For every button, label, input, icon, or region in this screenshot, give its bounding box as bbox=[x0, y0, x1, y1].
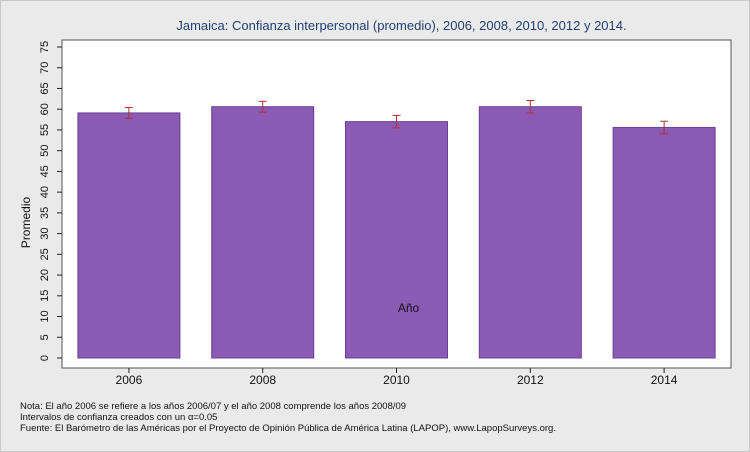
x-tick-label: 2006 bbox=[116, 373, 143, 387]
y-tick-label: 0 bbox=[39, 355, 51, 361]
y-tick-label: 20 bbox=[39, 269, 51, 281]
x-tick-label: 2014 bbox=[651, 373, 678, 387]
bar bbox=[478, 106, 582, 359]
y-tick-label: 65 bbox=[39, 82, 51, 94]
x-axis-label: Año bbox=[398, 301, 420, 315]
y-tick-label: 45 bbox=[39, 165, 51, 177]
note-years: Nota: El año 2006 se refiere a los años … bbox=[20, 401, 407, 412]
y-tick-label: 15 bbox=[39, 290, 51, 302]
y-axis-label: Promedio bbox=[19, 196, 33, 248]
chart-notes: Nota: El año 2006 se refiere a los años … bbox=[20, 401, 556, 434]
y-tick-label: 25 bbox=[39, 248, 51, 260]
y-tick-label: 30 bbox=[39, 227, 51, 239]
bar bbox=[345, 121, 448, 359]
x-tick-label: 2012 bbox=[517, 373, 544, 387]
y-tick-label: 70 bbox=[39, 62, 51, 74]
chart-title: Jamaica: Confianza interpersonal (promed… bbox=[176, 18, 626, 33]
bar bbox=[612, 126, 716, 359]
y-tick-label: 40 bbox=[39, 186, 51, 198]
y-tick-label: 60 bbox=[39, 103, 51, 115]
y-tick-label: 50 bbox=[39, 145, 51, 157]
note-confidence: Intervalos de confianza creados con un α… bbox=[20, 412, 218, 423]
y-tick-label: 10 bbox=[39, 310, 51, 322]
y-tick-label: 5 bbox=[39, 334, 51, 340]
bar bbox=[211, 106, 315, 359]
x-tick-label: 2008 bbox=[249, 373, 276, 387]
y-tick-label: 75 bbox=[39, 41, 51, 53]
bar bbox=[77, 112, 181, 359]
y-tick-label: 35 bbox=[39, 207, 51, 219]
bar-chart: Jamaica: Confianza interpersonal (promed… bbox=[19, 18, 732, 387]
x-tick-label: 2010 bbox=[383, 373, 410, 387]
note-source: Fuente: El Barómetro de las Américas por… bbox=[20, 423, 556, 434]
y-tick-label: 55 bbox=[39, 124, 51, 136]
